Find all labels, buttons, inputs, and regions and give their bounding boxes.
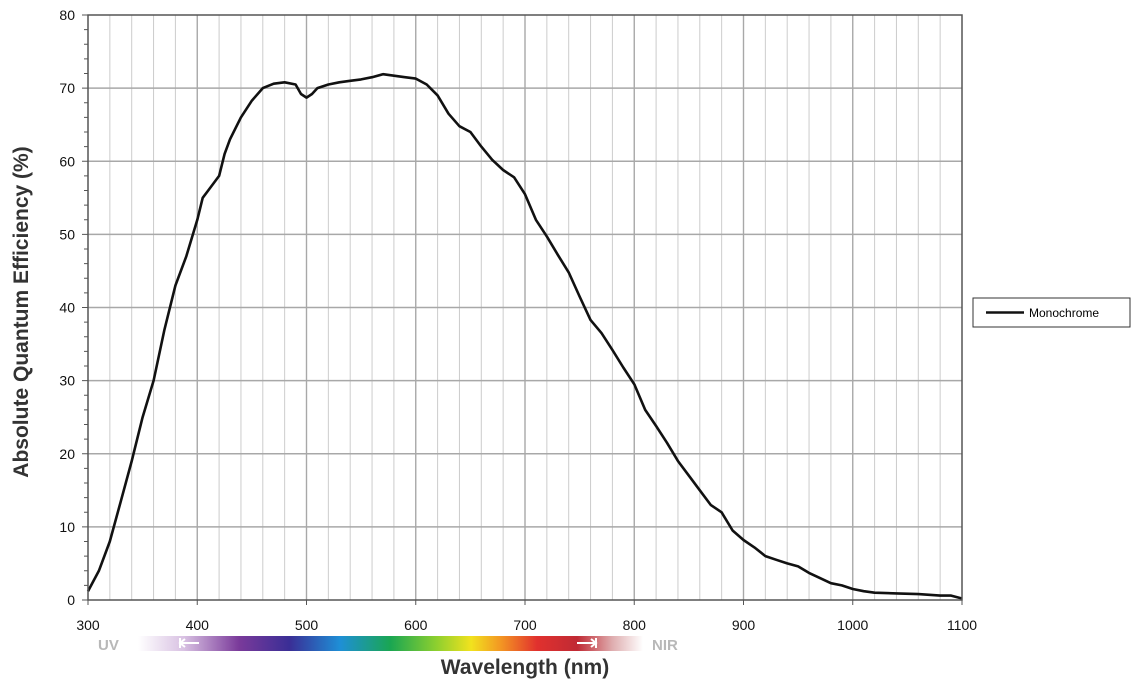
grid-major [88, 15, 962, 600]
y-tick-label: 40 [59, 300, 75, 316]
y-axis-title: Absolute Quantum Efficiency (%) [10, 146, 33, 477]
band-label-uv: UV [98, 637, 119, 654]
y-tick-label: 50 [59, 226, 75, 242]
x-tick-label: 600 [404, 617, 428, 633]
y-tick-label: 60 [59, 153, 75, 169]
y-tick-label: 20 [59, 446, 75, 462]
arrow-left-icon [178, 638, 199, 648]
arrow-right-icon [577, 638, 598, 648]
band-label-nir: NIR [652, 637, 678, 654]
x-tick-label: 900 [732, 617, 756, 633]
x-tick-label: 300 [76, 617, 100, 633]
x-tick-label: 700 [513, 617, 537, 633]
x-tick-label: 800 [623, 617, 647, 633]
y-tick-label: 70 [59, 80, 75, 96]
x-axis-title: Wavelength (nm) [441, 656, 609, 679]
spectrum-band: UV NIR [98, 636, 678, 654]
x-tick-label: 1000 [837, 617, 868, 633]
series-line-monochrome [86, 72, 963, 600]
x-tick-labels: 300 400 500 600 700 800 900 1000 1100 [76, 617, 977, 633]
legend-label-monochrome: Monochrome [1029, 306, 1099, 320]
legend: Monochrome [972, 297, 1131, 328]
y-tick-label: 10 [59, 519, 75, 535]
y-tick-label: 0 [67, 592, 75, 608]
plot-frame [87, 14, 963, 601]
x-tick-label: 400 [186, 617, 210, 633]
y-tick-label: 80 [59, 7, 75, 23]
x-tick-label: 1100 [947, 617, 977, 633]
x-tick-label: 500 [295, 617, 319, 633]
y-tick-label: 30 [59, 373, 75, 389]
y-tick-labels: 0 10 20 30 40 50 60 70 80 [59, 7, 75, 608]
